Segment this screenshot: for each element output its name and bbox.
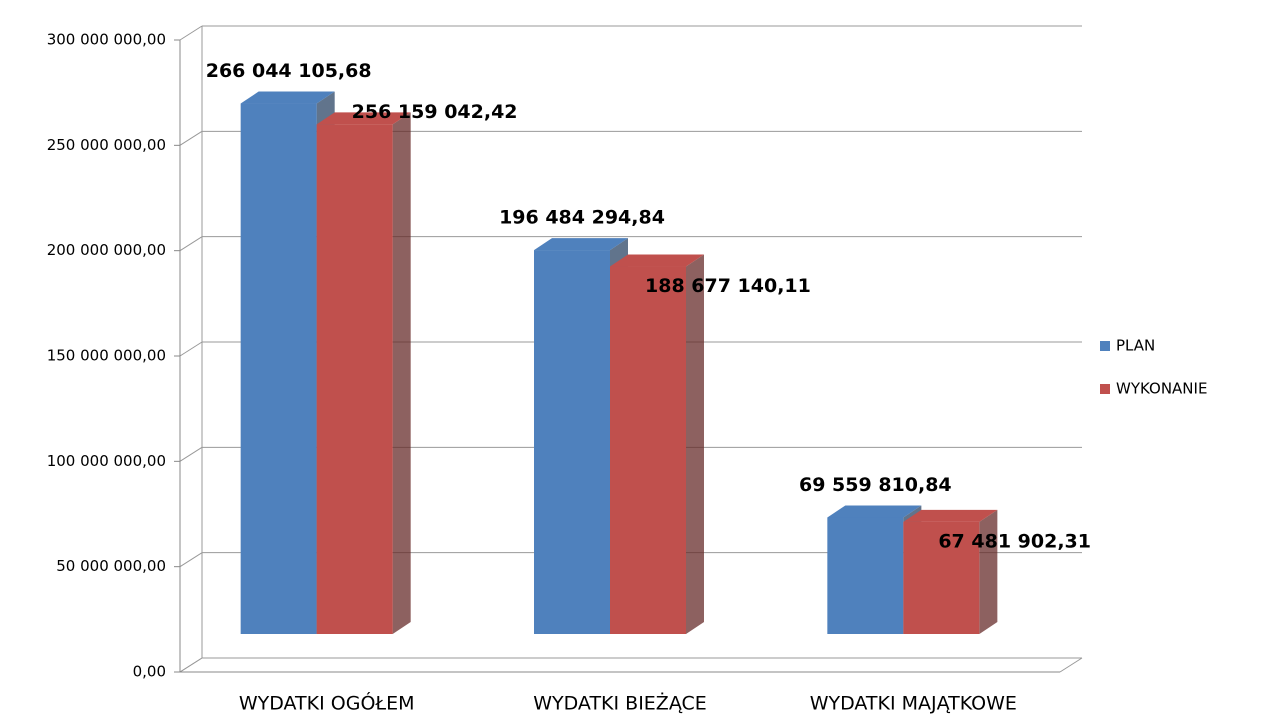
bar-top bbox=[534, 238, 628, 251]
bar bbox=[610, 266, 686, 634]
y-tick-label: 0,00 bbox=[133, 663, 166, 681]
bar-side bbox=[686, 254, 704, 635]
bar-top bbox=[240, 91, 335, 104]
bar-top bbox=[316, 112, 411, 125]
y-tick-label: 100 000 000,00 bbox=[47, 452, 166, 470]
grid-line bbox=[179, 236, 203, 252]
bar-side-shade bbox=[686, 254, 704, 635]
bar bbox=[534, 250, 610, 634]
y-tick-label: 150 000 000,00 bbox=[47, 347, 166, 365]
data-label: 69 559 810,84 bbox=[799, 474, 952, 496]
data-label: 188 677 140,11 bbox=[645, 275, 811, 297]
grid-line bbox=[179, 552, 203, 568]
x-tick-label: WYDATKI MAJĄTKOWE bbox=[810, 693, 1017, 715]
y-tick-label: 250 000 000,00 bbox=[47, 136, 166, 154]
bar-top bbox=[903, 509, 998, 522]
data-label: 196 484 294,84 bbox=[499, 207, 665, 229]
bar bbox=[240, 103, 317, 634]
bar bbox=[316, 124, 393, 635]
bar-side bbox=[392, 112, 411, 635]
data-label: 67 481 902,31 bbox=[938, 530, 1091, 552]
x-tick-label: WYDATKI BIEŻĄCE bbox=[533, 692, 707, 715]
bar-side bbox=[979, 509, 998, 634]
bar-top bbox=[610, 254, 704, 267]
bar bbox=[827, 517, 904, 634]
data-label: 266 044 105,68 bbox=[206, 60, 372, 82]
legend-label: WYKONANIE bbox=[1116, 380, 1207, 398]
legend-swatch bbox=[1100, 384, 1110, 394]
y-tick-label: 300 000 000,00 bbox=[47, 31, 166, 49]
grid-line bbox=[179, 446, 203, 462]
bar-top bbox=[827, 505, 922, 518]
y-tick-label: 50 000 000,00 bbox=[56, 557, 166, 575]
data-label: 256 159 042,42 bbox=[352, 101, 518, 123]
bar-side-shade bbox=[392, 112, 411, 635]
grid-line bbox=[179, 657, 203, 673]
legend-swatch bbox=[1100, 341, 1110, 351]
y-tick-label: 200 000 000,00 bbox=[47, 241, 166, 259]
grid-line bbox=[179, 341, 203, 357]
grid-line bbox=[179, 25, 203, 41]
floor bbox=[179, 657, 1083, 673]
legend-label: PLAN bbox=[1116, 337, 1155, 355]
bar bbox=[903, 521, 980, 634]
bar-side-shade bbox=[979, 509, 998, 634]
grid-line bbox=[179, 130, 203, 146]
x-tick-label: WYDATKI OGÓŁEM bbox=[239, 691, 415, 715]
